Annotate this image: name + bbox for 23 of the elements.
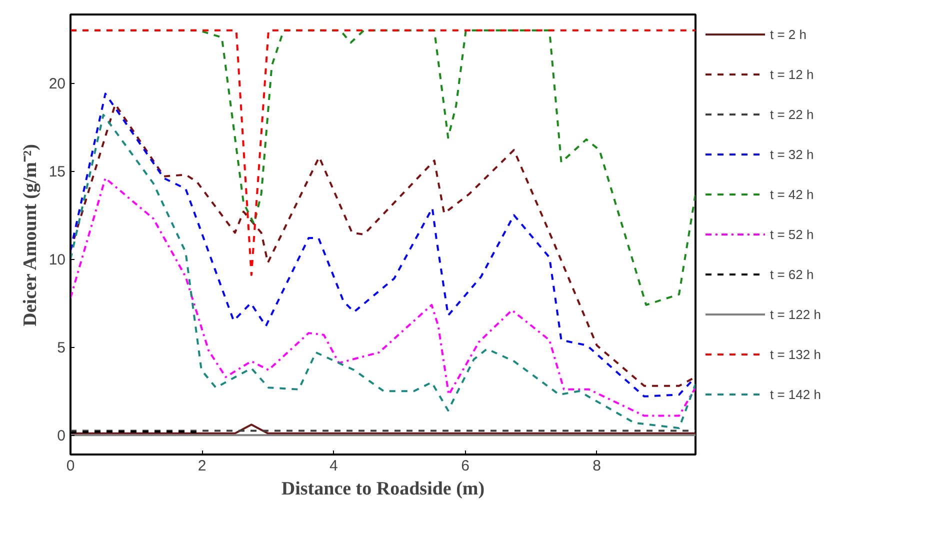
line-series bbox=[70, 177, 696, 417]
legend-label: t = 12 h bbox=[770, 66, 814, 82]
legend-label: t = 42 h bbox=[770, 186, 814, 202]
legend-label: t = 22 h bbox=[770, 106, 814, 122]
x-axis-title: Distance to Roadside (m) bbox=[281, 478, 485, 500]
legend-label: t = 122 h bbox=[770, 306, 821, 322]
y-tick-label: 20 bbox=[48, 76, 66, 93]
legend-label: t = 32 h bbox=[770, 146, 814, 162]
x-tick-label: 6 bbox=[461, 458, 470, 474]
legend-label: t = 132 h bbox=[770, 346, 821, 362]
y-tick-label: 5 bbox=[57, 340, 66, 357]
legend-label: t = 52 h bbox=[770, 226, 814, 242]
x-tick-label: 8 bbox=[592, 458, 601, 474]
y-tick-label: 10 bbox=[48, 252, 66, 269]
legend-label: t = 62 h bbox=[770, 266, 814, 282]
legend-label: t = 142 h bbox=[770, 386, 821, 402]
legend-label: t = 2 h bbox=[770, 26, 806, 42]
y-axis-title: Deicer Amount (g/m⁻²) bbox=[20, 144, 41, 326]
y-tick-label: 15 bbox=[48, 164, 66, 181]
y-tick-label: 0 bbox=[57, 428, 66, 445]
x-tick-label: 4 bbox=[329, 458, 338, 474]
line-series bbox=[70, 114, 696, 430]
x-tick-label: 2 bbox=[198, 458, 206, 474]
